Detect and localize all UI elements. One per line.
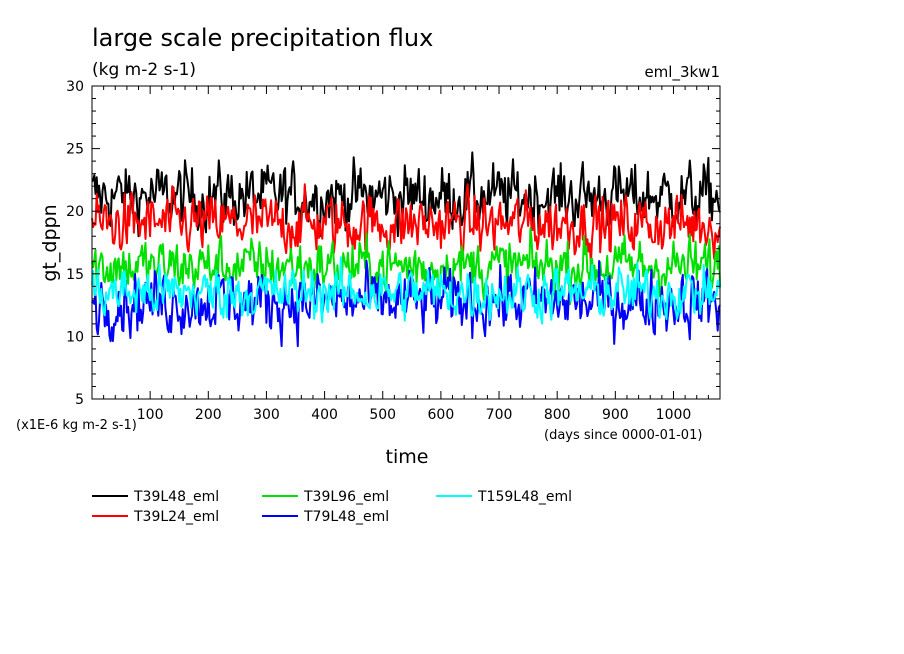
y-tick-label: 20: [66, 204, 84, 220]
x-unit-note: (days since 0000-01-01): [544, 428, 702, 443]
x-tick-label: 600: [428, 407, 455, 423]
x-tick-label: 900: [602, 407, 629, 423]
x-tick-label: 1000: [656, 407, 692, 423]
legend-label: T39L24_eml: [133, 509, 219, 525]
y-tick-label: 5: [75, 392, 84, 408]
legend: T39L48_eml T39L24_eml T39L96_eml T79L48_eml…: [92, 489, 572, 525]
chart-title: large scale precipitation flux: [92, 24, 433, 52]
legend-label: T79L48_eml: [303, 509, 389, 525]
series-line-T39L48_eml: [91, 151, 721, 238]
x-tick-label: 700: [486, 407, 513, 423]
x-tick-label: 400: [311, 407, 338, 423]
legend-label: T159L48_eml: [477, 489, 572, 505]
legend-label: T39L96_eml: [303, 489, 389, 505]
legend-label: T39L48_eml: [133, 489, 219, 505]
run-label: eml_3kw1: [644, 63, 720, 82]
y-tick-label: 30: [66, 79, 84, 95]
series-line-T39L96_eml: [91, 227, 721, 306]
x-tick-label: 800: [544, 407, 571, 423]
series-line-T159L48_eml: [91, 256, 721, 325]
x-tick-label: 300: [253, 407, 280, 423]
y-tick-label: 15: [66, 267, 84, 283]
y-axis-label: gt_dppn: [39, 204, 61, 281]
x-tick-label: 100: [137, 407, 164, 423]
series-line-T39L24_eml: [91, 183, 721, 265]
y-scale-note: (x1E-6 kg m-2 s-1): [16, 418, 137, 433]
axis-layer: 5 10 15 20 25 30 100 200 300 400 500 600 700 800 900 10…: [66, 79, 720, 423]
y-tick-label: 25: [66, 142, 84, 158]
y-tick-label: 10: [66, 329, 84, 345]
x-tick-label: 500: [369, 407, 396, 423]
x-tick-label: 200: [195, 407, 222, 423]
chart-subtitle: (kg m-2 s-1): [92, 60, 196, 80]
series-layer: [91, 151, 721, 348]
x-axis-label: time: [386, 446, 429, 468]
